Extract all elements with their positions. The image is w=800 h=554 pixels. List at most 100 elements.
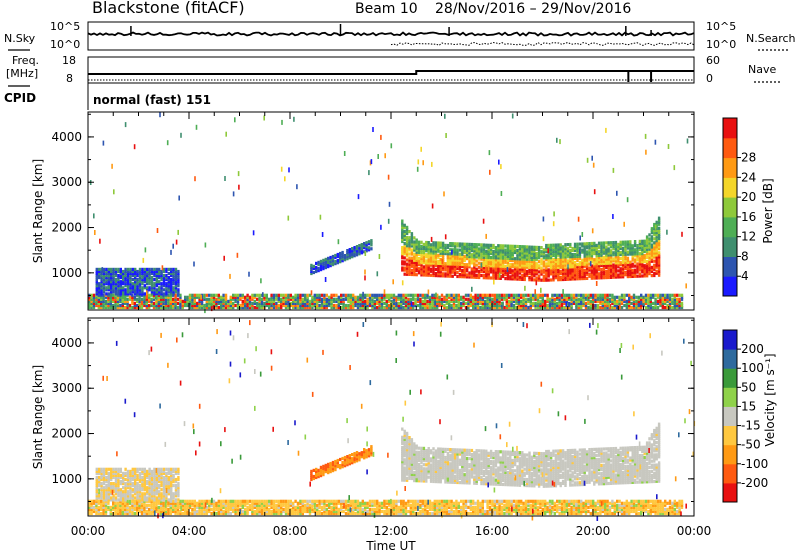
echo-cell <box>191 301 194 305</box>
echo-cell <box>583 248 586 252</box>
echo-cell <box>162 274 166 278</box>
echo-cell <box>158 267 161 271</box>
echo-cell <box>234 509 237 514</box>
echo-cell <box>621 265 625 269</box>
echo-cell <box>434 274 438 278</box>
echo-cell <box>164 303 168 308</box>
echo-cell <box>641 262 644 266</box>
echo-cell <box>485 259 488 264</box>
echo-cell <box>612 257 615 261</box>
echo-cell <box>501 246 505 250</box>
echo-cell <box>461 246 464 250</box>
echo-cell <box>501 254 505 258</box>
echo-cell <box>141 292 144 296</box>
echo-cell <box>356 511 360 516</box>
scatter-dot <box>500 191 503 196</box>
echo-cell <box>308 303 312 308</box>
echo-cell <box>612 275 615 279</box>
echo-cell <box>419 293 422 297</box>
echo-cell <box>344 503 348 507</box>
echo-cell <box>680 301 684 305</box>
echo-cell <box>256 505 259 509</box>
echo-cell <box>499 250 502 254</box>
echo-cell <box>373 499 376 503</box>
echo-cell <box>169 509 172 514</box>
noise-left-tick-top: 10^5 <box>50 20 80 33</box>
echo-cell <box>571 261 574 265</box>
echo-cell <box>336 259 339 263</box>
echo-cell <box>621 269 625 273</box>
echo-cell <box>427 263 430 267</box>
echo-cell <box>468 261 471 265</box>
echo-cell <box>441 253 445 258</box>
freq-traces <box>88 70 694 82</box>
echo-cell <box>203 305 206 310</box>
echo-cell <box>488 299 492 303</box>
scatter-dot <box>175 239 178 245</box>
echo-cell <box>174 297 177 301</box>
echo-cell <box>164 305 168 310</box>
echo-cell <box>105 271 108 276</box>
scatter-dot <box>401 280 404 286</box>
echo-cell <box>480 255 483 259</box>
echo-cell <box>554 253 558 257</box>
echo-cell <box>450 303 453 308</box>
echo-cell <box>497 272 500 276</box>
echo-cell <box>575 305 578 310</box>
echo-cell <box>595 245 598 249</box>
echo-cell <box>146 269 149 274</box>
scatter-dot <box>416 166 419 172</box>
echo-cell <box>583 274 586 279</box>
echo-cell <box>427 245 430 249</box>
echo-cell <box>200 509 204 514</box>
echo-cell <box>523 251 526 255</box>
echo-cell <box>609 265 613 269</box>
echo-cell <box>436 295 439 299</box>
echo-cell <box>224 511 228 516</box>
echo-cell <box>428 511 432 516</box>
scatter-dot <box>654 139 657 145</box>
echo-cell <box>246 297 249 301</box>
echo-cell <box>657 216 661 220</box>
echo-cell <box>522 299 525 303</box>
echo-cell <box>487 274 490 278</box>
echo-cell <box>102 276 106 280</box>
echo-cell <box>212 299 216 303</box>
echo-cell <box>557 243 560 247</box>
echo-cell <box>608 297 612 301</box>
echo-cell <box>557 247 560 251</box>
echo-cell <box>599 305 602 310</box>
echo-cell <box>431 507 434 511</box>
echo-cell <box>359 511 362 516</box>
echo-cell <box>511 248 514 252</box>
echo-cell <box>520 303 523 308</box>
echo-cell <box>287 299 290 303</box>
echo-cell <box>604 305 607 310</box>
echo-cell <box>383 301 386 305</box>
echo-cell <box>145 509 148 514</box>
echo-cell <box>616 303 619 308</box>
echo-cell <box>676 303 679 308</box>
echo-cell <box>371 299 374 303</box>
echo-cell <box>327 256 330 260</box>
echo-cell <box>351 253 354 257</box>
echo-cell <box>284 293 288 297</box>
echo-cell <box>581 270 584 275</box>
echo-cell <box>604 301 607 305</box>
echo-cell <box>489 264 493 268</box>
echo-cell <box>145 303 148 308</box>
echo-cell <box>468 271 471 275</box>
echo-cell <box>402 305 405 310</box>
echo-cell <box>188 303 192 308</box>
echo-cell <box>636 258 639 262</box>
echo-cell <box>277 293 280 297</box>
echo-cell <box>155 280 158 284</box>
echo-cell <box>184 503 187 507</box>
echo-cell <box>530 247 534 251</box>
echo-cell <box>446 254 450 258</box>
echo-cell <box>614 245 618 249</box>
echo-cell <box>461 273 464 277</box>
echo-cell <box>263 501 266 505</box>
echo-cell <box>576 244 579 248</box>
echo-cell <box>378 505 381 509</box>
